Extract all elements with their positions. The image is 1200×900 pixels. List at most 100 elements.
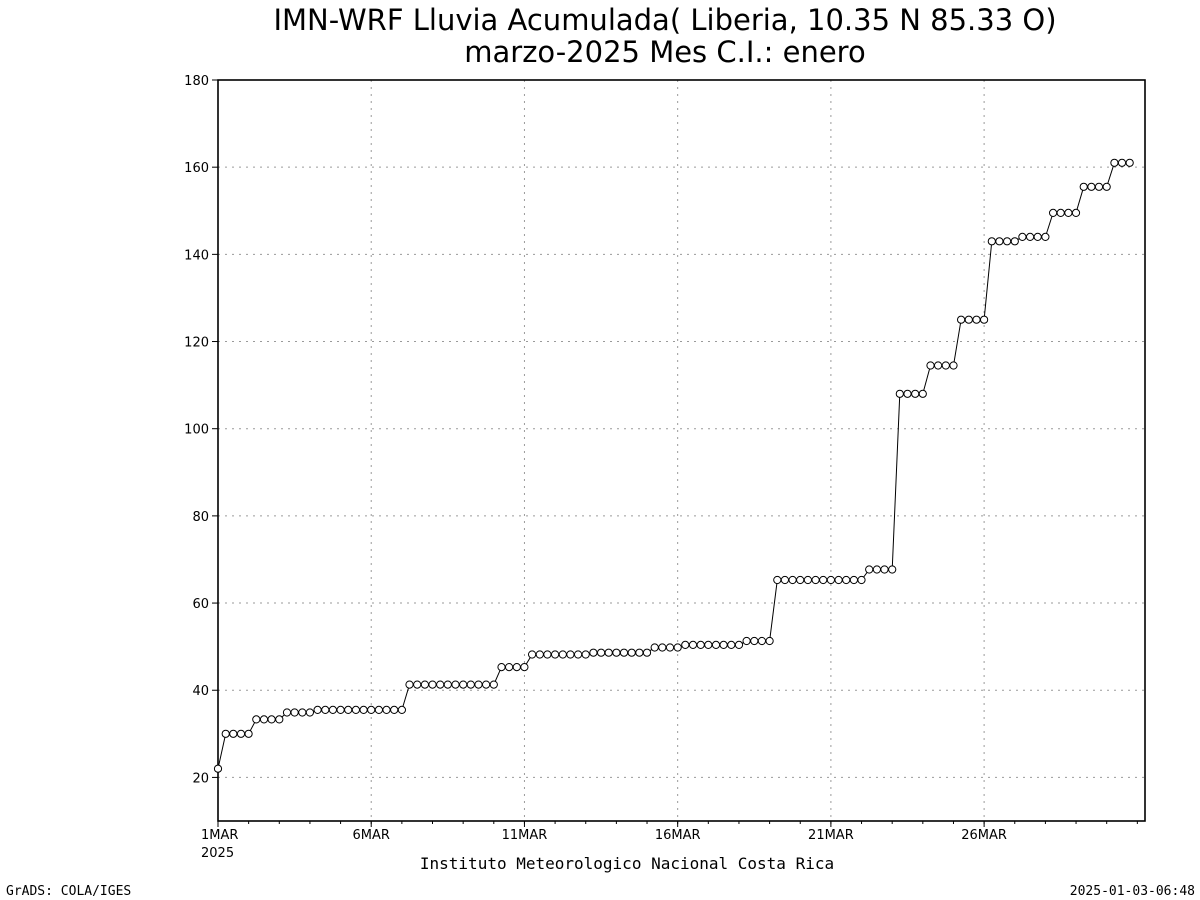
data-point xyxy=(1026,232,1035,241)
data-point xyxy=(1110,158,1119,167)
data-point xyxy=(872,565,882,574)
data-point xyxy=(1033,232,1042,241)
data-point xyxy=(390,705,399,715)
y-tick-label: 40 xyxy=(192,684,209,699)
data-point xyxy=(727,640,736,650)
series-cumulative-rainfall xyxy=(213,158,1134,773)
data-point xyxy=(681,640,690,650)
data-point xyxy=(1079,182,1088,191)
data-point xyxy=(704,640,713,650)
data-point xyxy=(673,643,682,652)
data-point xyxy=(1087,182,1096,191)
data-point xyxy=(558,650,567,659)
axes: 20 40 60 80 100 120 140 160 180 1MAR 2025 6MAR 11MAR… xyxy=(184,74,1146,861)
data-point xyxy=(1125,158,1134,167)
data-point xyxy=(382,705,391,715)
data-point xyxy=(711,640,721,650)
data-point xyxy=(650,643,659,652)
data-point xyxy=(1018,232,1027,241)
data-point xyxy=(551,650,560,659)
data-point xyxy=(313,705,322,715)
data-point xyxy=(964,315,973,324)
data-point xyxy=(719,640,728,650)
data-point xyxy=(566,650,575,659)
chart-title: IMN-WRF Lluvia Acumulada( Liberia, 10.35… xyxy=(273,3,1057,37)
data-point xyxy=(589,648,598,657)
y-tick-label: 80 xyxy=(192,510,209,525)
data-point xyxy=(604,648,613,657)
y-tick-label: 100 xyxy=(184,423,209,438)
data-point xyxy=(528,650,537,659)
y-tick-label: 60 xyxy=(192,597,209,612)
data-point xyxy=(865,565,874,574)
data-point xyxy=(290,708,299,717)
data-point xyxy=(244,729,253,738)
data-point xyxy=(321,705,330,715)
data-point xyxy=(489,680,498,689)
data-point xyxy=(1003,237,1012,246)
data-point xyxy=(512,663,521,672)
data-point xyxy=(918,389,927,398)
data-point xyxy=(405,680,414,689)
y-tick-label: 20 xyxy=(192,771,209,786)
data-point xyxy=(474,680,483,689)
data-point xyxy=(520,663,529,672)
data-point xyxy=(397,705,406,715)
data-point xyxy=(443,680,452,689)
data-point xyxy=(911,389,920,398)
data-point xyxy=(987,237,996,246)
data-point xyxy=(344,705,353,715)
data-point xyxy=(934,361,943,370)
x-tick-label: 1MAR xyxy=(201,828,238,843)
data-point xyxy=(436,680,445,689)
data-point xyxy=(734,640,744,650)
x-tick-label: 21MAR xyxy=(808,828,854,843)
x-tick-label: 6MAR xyxy=(353,828,390,843)
data-point xyxy=(282,708,292,717)
data-point xyxy=(665,643,675,652)
data-point xyxy=(926,361,935,370)
data-point xyxy=(757,636,767,646)
data-point xyxy=(267,715,276,724)
data-point xyxy=(895,389,904,398)
data-point xyxy=(957,315,966,324)
data-point xyxy=(888,565,897,574)
y-tick-label: 160 xyxy=(184,161,209,176)
data-point xyxy=(1102,182,1111,191)
data-point xyxy=(857,575,866,585)
data-point xyxy=(1056,208,1065,217)
data-point xyxy=(880,565,889,574)
y-tick-label: 120 xyxy=(184,336,209,351)
data-point xyxy=(367,705,376,715)
footer-timestamp: 2025-01-03-06:48 xyxy=(1070,884,1195,899)
data-point xyxy=(1117,158,1127,167)
data-point xyxy=(466,680,475,689)
data-point xyxy=(849,575,859,585)
data-point xyxy=(328,705,337,715)
data-point xyxy=(1010,237,1019,246)
data-point xyxy=(972,315,981,324)
data-point xyxy=(482,680,491,689)
data-point xyxy=(497,663,506,672)
data-point xyxy=(275,715,284,724)
data-point xyxy=(842,575,851,585)
x-tick-label: 26MAR xyxy=(961,828,1007,843)
data-point xyxy=(1049,208,1058,217)
data-point xyxy=(788,575,797,585)
data-point xyxy=(619,648,629,657)
data-point xyxy=(903,389,912,398)
data-point xyxy=(826,575,836,585)
grid-lines xyxy=(218,80,1145,821)
data-point xyxy=(1094,182,1104,191)
data-point xyxy=(750,636,759,646)
data-point xyxy=(658,643,667,652)
data-point xyxy=(635,648,644,657)
data-point xyxy=(742,636,751,646)
data-point xyxy=(336,705,345,715)
plot-frame xyxy=(217,79,1146,822)
data-point xyxy=(213,764,223,773)
data-point xyxy=(252,715,261,724)
data-point xyxy=(773,575,782,585)
data-point xyxy=(980,315,989,324)
